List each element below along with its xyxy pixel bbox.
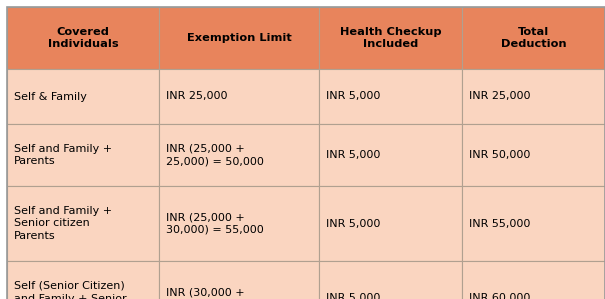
Bar — [159, 69, 319, 124]
Bar — [7, 69, 159, 124]
Text: INR 5,000: INR 5,000 — [326, 294, 381, 299]
Text: Exemption Limit: Exemption Limit — [186, 33, 292, 43]
Text: INR (30,000 +
30,000) = 60,000: INR (30,000 + 30,000) = 60,000 — [166, 287, 264, 299]
Text: INR 5,000: INR 5,000 — [326, 150, 381, 160]
Text: INR 5,000: INR 5,000 — [326, 219, 381, 228]
Text: Total
Deduction: Total Deduction — [501, 27, 566, 49]
Bar — [462, 261, 605, 299]
Bar — [319, 7, 462, 69]
Bar — [7, 261, 159, 299]
Text: Covered
Individuals: Covered Individuals — [48, 27, 119, 49]
Text: Health Checkup
Included: Health Checkup Included — [339, 27, 441, 49]
Text: INR 55,000: INR 55,000 — [469, 219, 531, 228]
Bar — [159, 261, 319, 299]
Text: Self & Family: Self & Family — [14, 91, 87, 101]
Text: Self and Family +
Parents: Self and Family + Parents — [14, 144, 112, 167]
Text: Self and Family +
Senior citizen
Parents: Self and Family + Senior citizen Parents — [14, 206, 112, 241]
Text: INR 5,000: INR 5,000 — [326, 91, 381, 101]
Text: Self (Senior Citizen)
and Family + Senior
Citizen Parents: Self (Senior Citizen) and Family + Senio… — [14, 281, 126, 299]
Bar — [462, 186, 605, 261]
Text: INR 50,000: INR 50,000 — [469, 150, 531, 160]
Bar — [462, 69, 605, 124]
Text: INR 25,000: INR 25,000 — [166, 91, 227, 101]
Bar — [319, 186, 462, 261]
Bar — [319, 124, 462, 186]
Bar — [159, 186, 319, 261]
Bar — [7, 186, 159, 261]
Bar — [319, 261, 462, 299]
Bar — [7, 7, 159, 69]
Bar — [319, 69, 462, 124]
Bar — [462, 124, 605, 186]
Text: INR (25,000 +
30,000) = 55,000: INR (25,000 + 30,000) = 55,000 — [166, 212, 264, 235]
Text: INR 60,000: INR 60,000 — [469, 294, 531, 299]
Bar — [7, 124, 159, 186]
Bar — [159, 7, 319, 69]
Text: INR (25,000 +
25,000) = 50,000: INR (25,000 + 25,000) = 50,000 — [166, 144, 264, 167]
Bar — [159, 124, 319, 186]
Text: INR 25,000: INR 25,000 — [469, 91, 531, 101]
Bar — [462, 7, 605, 69]
